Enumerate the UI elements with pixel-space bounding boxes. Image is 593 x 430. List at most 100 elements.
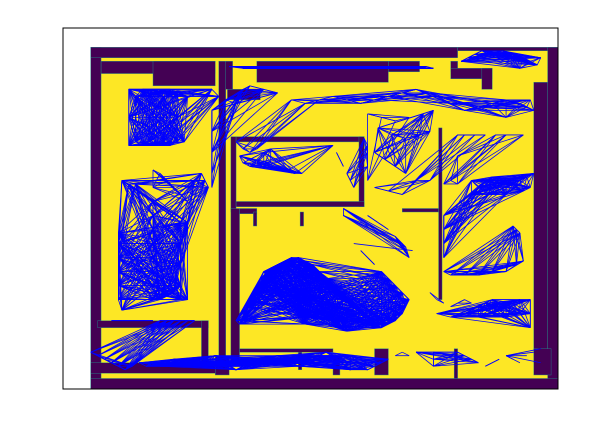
edge-c3-74-75 [242,85,251,90]
edge-c4-85-90 [388,95,451,104]
edge-c10-142-149 [415,134,476,181]
edge-c5-105-112 [270,148,289,171]
edge-c10-143-149 [429,134,476,181]
edge-c22-302-314 [118,222,181,272]
edge-c24-327-332 [90,320,167,353]
edge-c21-264-270 [450,299,493,318]
edge-c18-239-242 [284,288,313,301]
edge-c22-309-314 [117,183,130,272]
edge-c2-48-62 [156,88,188,97]
edge-c13-179-186 [450,225,514,276]
edge-c3-70-74 [211,89,244,174]
edge-c22-296-317 [121,292,174,311]
edge-c4-102-103 [249,148,258,153]
edge-c22-290-304 [152,180,195,258]
edge-c5-105-114 [270,148,303,174]
edge-c12-171-176 [443,194,507,244]
edge-c3-72-77 [235,92,278,104]
edge-c18-243-247 [298,309,327,315]
edge-c22-302-305 [180,173,202,223]
edge-c7-121-124 [353,152,368,188]
edge-c4-91-99 [464,109,507,118]
edge-c12-171-177 [443,194,507,258]
wall-34 [453,348,458,379]
edge-c9-134-137 [391,130,430,136]
edge-c22-299-316 [118,285,181,301]
axes-frame [62,27,559,390]
edge-c1-38-43 [516,54,521,69]
edge-c18-237-241 [246,292,306,308]
edge-c2-51-64 [177,88,212,94]
graph-edges [90,50,542,371]
edge-c3-66-68 [211,99,227,132]
edge-c13-181-187 [478,229,517,276]
edge-c4-90-91 [450,102,465,111]
wall-6 [152,61,216,87]
edge-c25-368-373 [350,355,382,364]
edge-c27-381-383 [433,355,465,367]
edge-c18-244-247 [298,309,334,322]
edge-c18-208-225 [312,264,396,286]
edge-c22-298-315 [118,285,188,301]
edge-c18-209-224 [319,271,403,294]
edge-c1-35-43 [495,52,521,69]
edge-c10-146-147 [401,134,458,195]
edge-c5-105-115 [270,145,334,150]
edge-c10-146-148 [401,134,465,195]
edge-c25-358-362 [270,358,299,367]
edge-c18-227-245 [298,257,341,328]
edge-c9-133-137 [377,127,430,132]
edge-c13-185-187 [516,229,524,262]
edge-c24-330-336 [118,320,188,367]
edge-c12-173-177 [443,194,472,258]
edge-c25-373-374 [381,358,389,364]
edge-c22-296-316 [118,292,174,301]
edge-c18-252-253 [239,320,244,325]
edge-c2-63-65 [183,96,220,143]
edge-c1-34-43 [488,53,521,69]
edge-c18-228-242 [291,257,313,300]
edge-c22-308-310 [121,180,136,185]
edge-c2-59-65 [176,96,220,143]
edge-c22-315-317 [117,285,123,311]
edge-c18-239-241 [284,288,306,294]
edge-c18-240-241 [298,292,306,300]
edge-c21-275-276 [519,299,531,314]
edge-c28-387-388 [492,358,500,364]
edge-c22-302-315 [118,222,181,286]
edge-c21-274-276 [505,299,531,318]
wall-15 [533,82,548,363]
edge-c22-300-307 [180,180,206,265]
edge-c7-122-125 [363,138,369,167]
edge-c18-225-244 [311,264,334,321]
edge-c27-378-380 [415,351,434,360]
edge-c1-32-33 [474,50,483,55]
edge-c21-268-269 [436,299,520,315]
edge-c5-105-111 [239,148,271,157]
edge-c12-172-175 [443,194,490,230]
edge-c18-216-246 [346,323,375,332]
edge-c25-364-370 [312,358,351,371]
edge-c2-55-62 [149,96,188,143]
edge-c12-172-176 [443,194,490,244]
edge-c18-227-243 [298,257,327,314]
edge-c24-335-338 [111,362,133,367]
edge-c12-169-173 [471,187,531,195]
edge-c18-235-239 [253,288,285,294]
edge-c10-142-150 [415,134,486,181]
edge-c22-310-311 [118,183,137,234]
edge-c22-300-314 [118,264,181,272]
edge-c18-249-250 [304,316,310,325]
edge-c22-286-305 [152,173,202,202]
edge-c9-133-135 [377,127,406,139]
edge-c18-238-249 [273,292,306,325]
edge-c11-155-156 [443,180,451,185]
edge-c18-210-223 [325,278,410,301]
edge-c18-214-224 [318,271,389,325]
edge-c4-79-101 [242,103,306,150]
edge-c18-209-223 [326,278,403,294]
edge-c21-275-278 [519,313,531,328]
edge-c21-273-276 [492,299,531,315]
edge-c18-222-245 [332,285,341,328]
edge-c24-328-335 [111,320,174,364]
